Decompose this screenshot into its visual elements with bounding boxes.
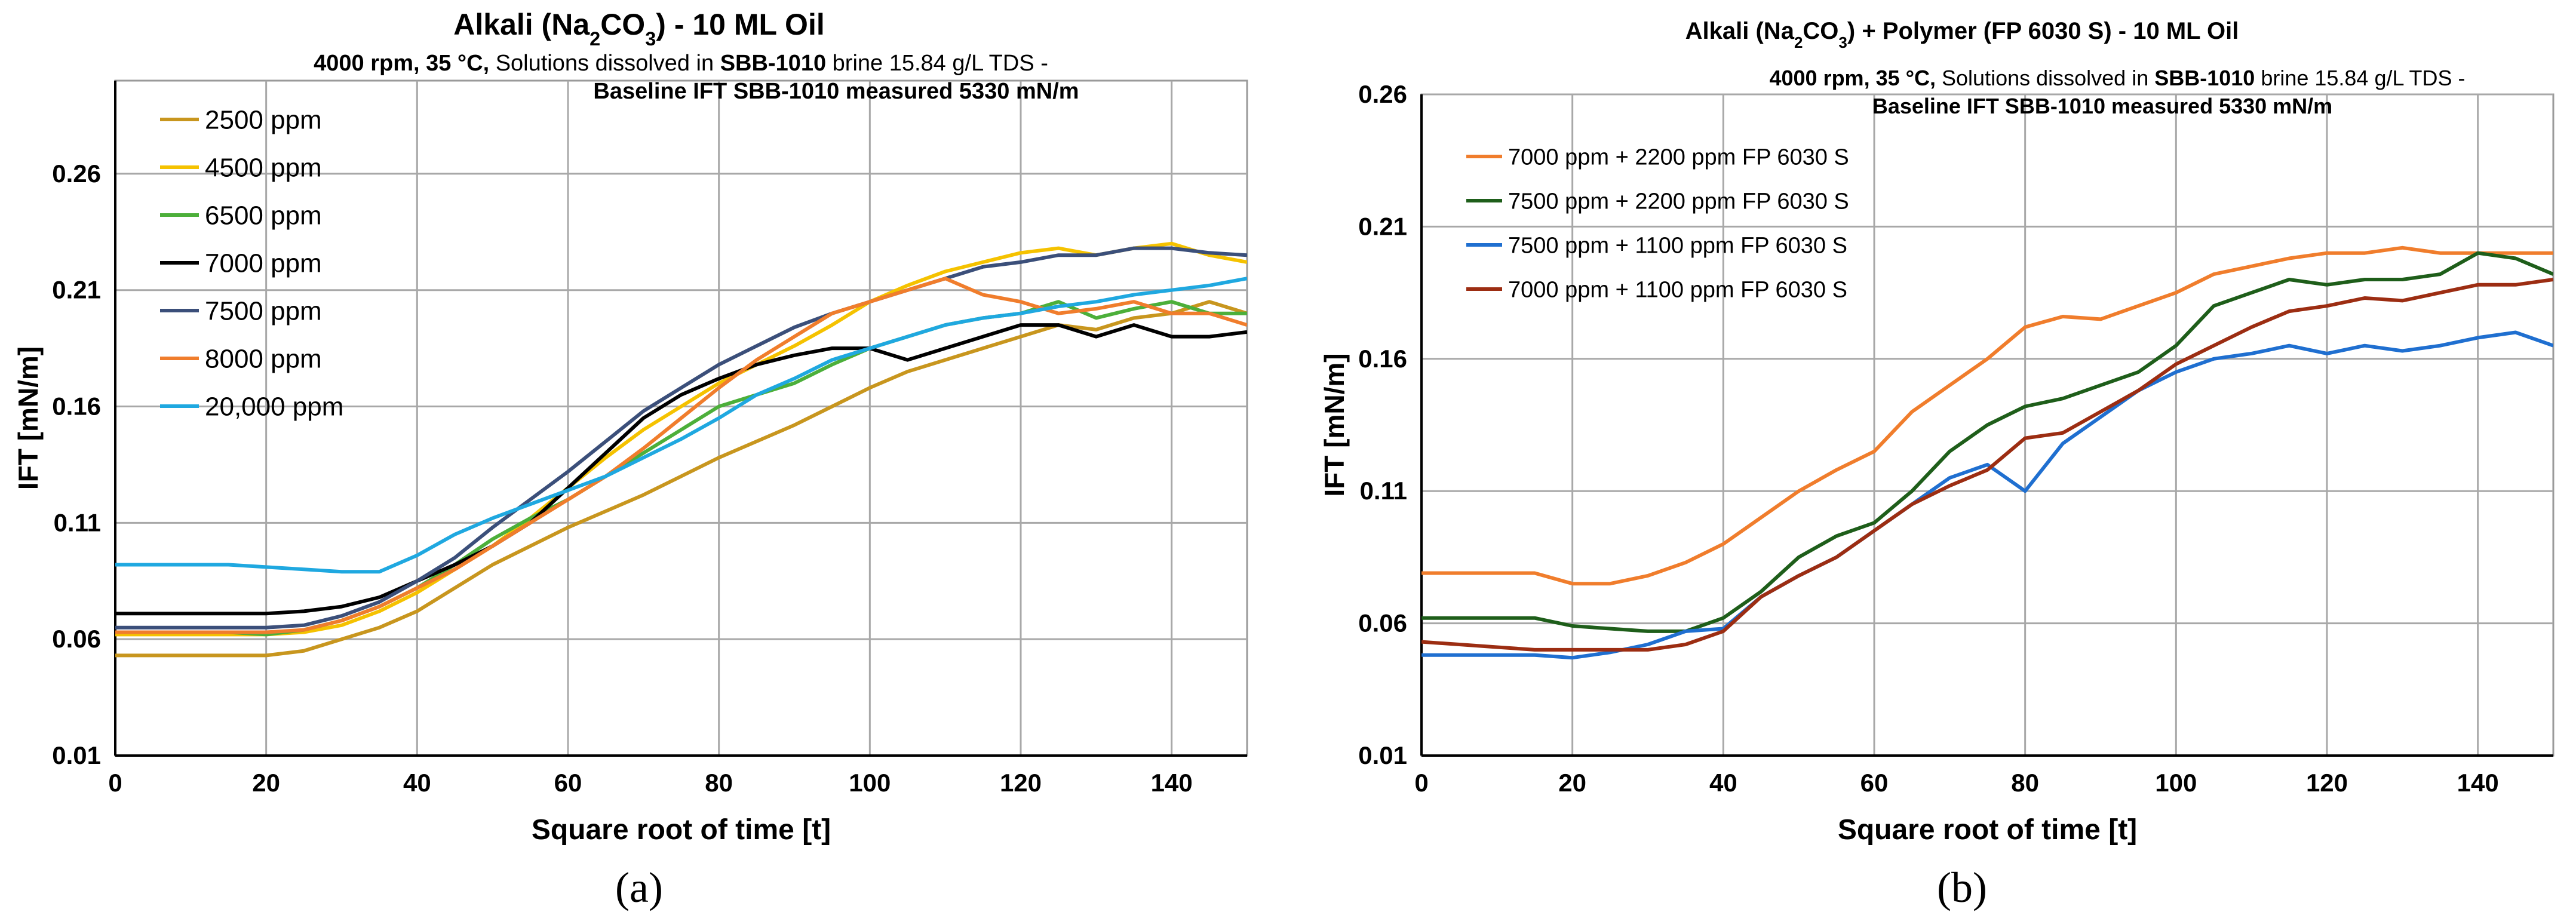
subtitle-segment: brine 15.84 g/L TDS - <box>826 51 1048 76</box>
y-axis-title: IFT [mN/m] <box>1319 353 1350 496</box>
series-line-7 <box>115 277 1247 574</box>
y-tick-label: 0.06 <box>52 625 101 653</box>
series-line-5 <box>115 246 1247 630</box>
series-line-2 <box>115 241 1247 637</box>
subtitle-segment: 4000 rpm, 35 °C, <box>1769 66 1942 90</box>
x-tick-label: 100 <box>849 769 891 797</box>
series-line-4 <box>115 323 1247 616</box>
legend-label: 6500 ppm <box>205 201 322 230</box>
x-tick-label: 60 <box>1860 769 1889 797</box>
chart-title: Alkali (Na2CO3) + Polymer (FP 6030 S) - … <box>1685 18 2239 51</box>
legend-label: 20,000 ppm <box>205 392 343 421</box>
x-tick-label: 120 <box>2306 769 2348 797</box>
y-tick-label: 0.21 <box>1358 212 1407 240</box>
legend-label: 2500 ppm <box>205 105 322 134</box>
subtitle-segment: Solutions dissolved in <box>1942 66 2154 90</box>
x-axis-title: Square root of time [t] <box>532 814 831 846</box>
x-tick-label: 40 <box>403 769 431 797</box>
y-tick-label: 0.26 <box>1358 80 1407 108</box>
title-text: Alkali (Na <box>453 8 590 41</box>
subtitle-segment: 4000 rpm, 35 °C, <box>314 51 496 76</box>
x-tick-label: 60 <box>554 769 582 797</box>
x-tick-label: 120 <box>1000 769 1042 797</box>
y-tick-label: 0.26 <box>52 159 101 188</box>
x-tick-label: 140 <box>2457 769 2499 797</box>
x-tick-label: 40 <box>1709 769 1737 797</box>
chart-panel-b: 0 20 40 60 80 100 120 140 0.01 0.06 0.11 0.16 0.21 0.… <box>1319 18 2554 911</box>
subtitle-segment: SBB-1010 <box>720 51 826 76</box>
y-tick-label: 0.01 <box>52 741 101 769</box>
legend-label: 7000 ppm + 1100 ppm FP 6030 S <box>1508 277 1847 302</box>
legend-label: 7500 ppm + 2200 ppm FP 6030 S <box>1508 189 1849 214</box>
title-subscript: 2 <box>589 28 600 50</box>
subtitle-segment: Solutions dissolved in <box>496 51 720 76</box>
x-tick-label: 100 <box>2155 769 2197 797</box>
title-subscript: 3 <box>645 28 656 50</box>
series-line-3 <box>1421 330 2553 660</box>
title-text: ) + Polymer (FP 6030 S) - 10 ML Oil <box>1847 18 2239 44</box>
title-subscript: 3 <box>1838 33 1847 51</box>
legend-label: 8000 ppm <box>205 344 322 373</box>
title-text: CO <box>600 8 645 41</box>
series-line-2 <box>1421 251 2553 633</box>
y-tick-label: 0.11 <box>1360 477 1407 505</box>
subtitle-segment: brine 15.84 g/L TDS - <box>2255 66 2465 90</box>
chart-subtitle-line2: Baseline IFT SBB-1010 measured 5330 mN/m <box>1872 94 2332 118</box>
title-text: CO <box>1803 18 1838 44</box>
chart-subtitle-line2: Baseline IFT SBB-1010 measured 5330 mN/m <box>593 79 1079 104</box>
chart-panel-a: 0 20 40 60 80 100 120 140 0.01 0.06 0.11 0.16 0.21 0.… <box>13 8 1248 911</box>
legend-label: 7500 ppm <box>205 296 322 326</box>
y-tick-label: 0.16 <box>1358 345 1407 373</box>
x-tick-label: 20 <box>1558 769 1586 797</box>
y-tick-label: 0.06 <box>1358 609 1407 637</box>
series-line-4 <box>1421 278 2553 652</box>
x-tick-label: 80 <box>705 769 733 797</box>
x-tick-label: 0 <box>1414 769 1428 797</box>
subtitle-segment: SBB-1010 <box>2154 66 2255 90</box>
chart-subtitle-line1: 4000 rpm, 35 °C, Solutions dissolved in … <box>1769 66 2465 90</box>
x-tick-label: 80 <box>2011 769 2039 797</box>
title-text: Alkali (Na <box>1685 18 1795 44</box>
y-tick-label: 0.01 <box>1358 741 1407 769</box>
title-subscript: 2 <box>1794 33 1803 51</box>
panel-label: (a) <box>615 864 663 911</box>
y-tick-label: 0.16 <box>52 392 101 420</box>
legend-label: 7500 ppm + 1100 ppm FP 6030 S <box>1508 233 1847 258</box>
x-tick-label: 140 <box>1151 769 1193 797</box>
x-tick-label: 0 <box>108 769 122 797</box>
y-tick-label: 0.11 <box>54 508 101 536</box>
series-line-1 <box>1421 245 2553 586</box>
legend-label: 7000 ppm + 2200 ppm FP 6030 S <box>1508 145 1849 170</box>
chart-title: Alkali (Na2CO3) - 10 ML Oil <box>453 8 824 50</box>
panel-label: (b) <box>1937 864 1987 911</box>
y-tick-label: 0.21 <box>52 276 101 304</box>
x-tick-label: 20 <box>252 769 280 797</box>
title-text: ) - 10 ML Oil <box>656 8 824 41</box>
y-axis-title: IFT [mN/m] <box>13 346 44 490</box>
legend-label: 7000 ppm <box>205 248 322 278</box>
chart-subtitle-line1: 4000 rpm, 35 °C, Solutions dissolved in … <box>314 51 1048 76</box>
series-line-6 <box>115 277 1247 634</box>
x-axis-title: Square root of time [t] <box>1838 814 2137 846</box>
legend-label: 4500 ppm <box>205 153 322 182</box>
